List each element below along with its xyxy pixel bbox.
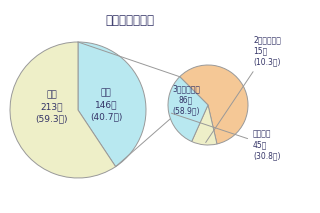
Text: 2期連続赤字
15校
(10.3％): 2期連続赤字 15校 (10.3％) (206, 35, 281, 142)
Text: 黒字
213校
(59.3％): 黒字 213校 (59.3％) (36, 91, 68, 123)
Text: 赤字転落
45校
(30.8％): 赤字転落 45校 (30.8％) (171, 113, 281, 161)
Wedge shape (192, 105, 217, 145)
Text: 3期連続赤字
86校
(58.9％): 3期連続赤字 86校 (58.9％) (172, 84, 200, 116)
Wedge shape (168, 77, 208, 141)
Wedge shape (180, 65, 248, 144)
Wedge shape (10, 42, 116, 178)
Text: 赤字
146校
(40.7％): 赤字 146校 (40.7％) (90, 89, 122, 121)
Text: 赤字大学の内訳: 赤字大学の内訳 (106, 13, 155, 26)
Wedge shape (78, 42, 146, 167)
